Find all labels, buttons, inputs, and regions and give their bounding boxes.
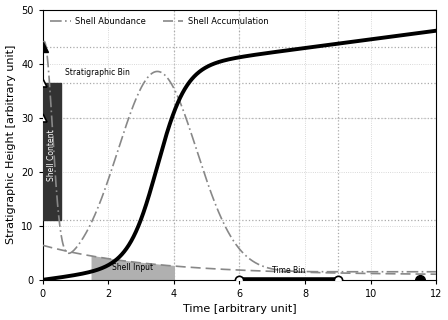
Text: Shell Input: Shell Input [112,263,153,272]
X-axis label: Time [arbitrary unit]: Time [arbitrary unit] [183,304,296,315]
Text: Shell Content: Shell Content [47,130,56,181]
Legend: Shell Abundance, Shell Accumulation: Shell Abundance, Shell Accumulation [47,14,271,29]
Text: Stratigraphic Bin: Stratigraphic Bin [65,68,130,77]
Y-axis label: Stratigraphic Height [arbitrary unit]: Stratigraphic Height [arbitrary unit] [5,45,16,244]
Text: Time Bin: Time Bin [272,266,305,275]
